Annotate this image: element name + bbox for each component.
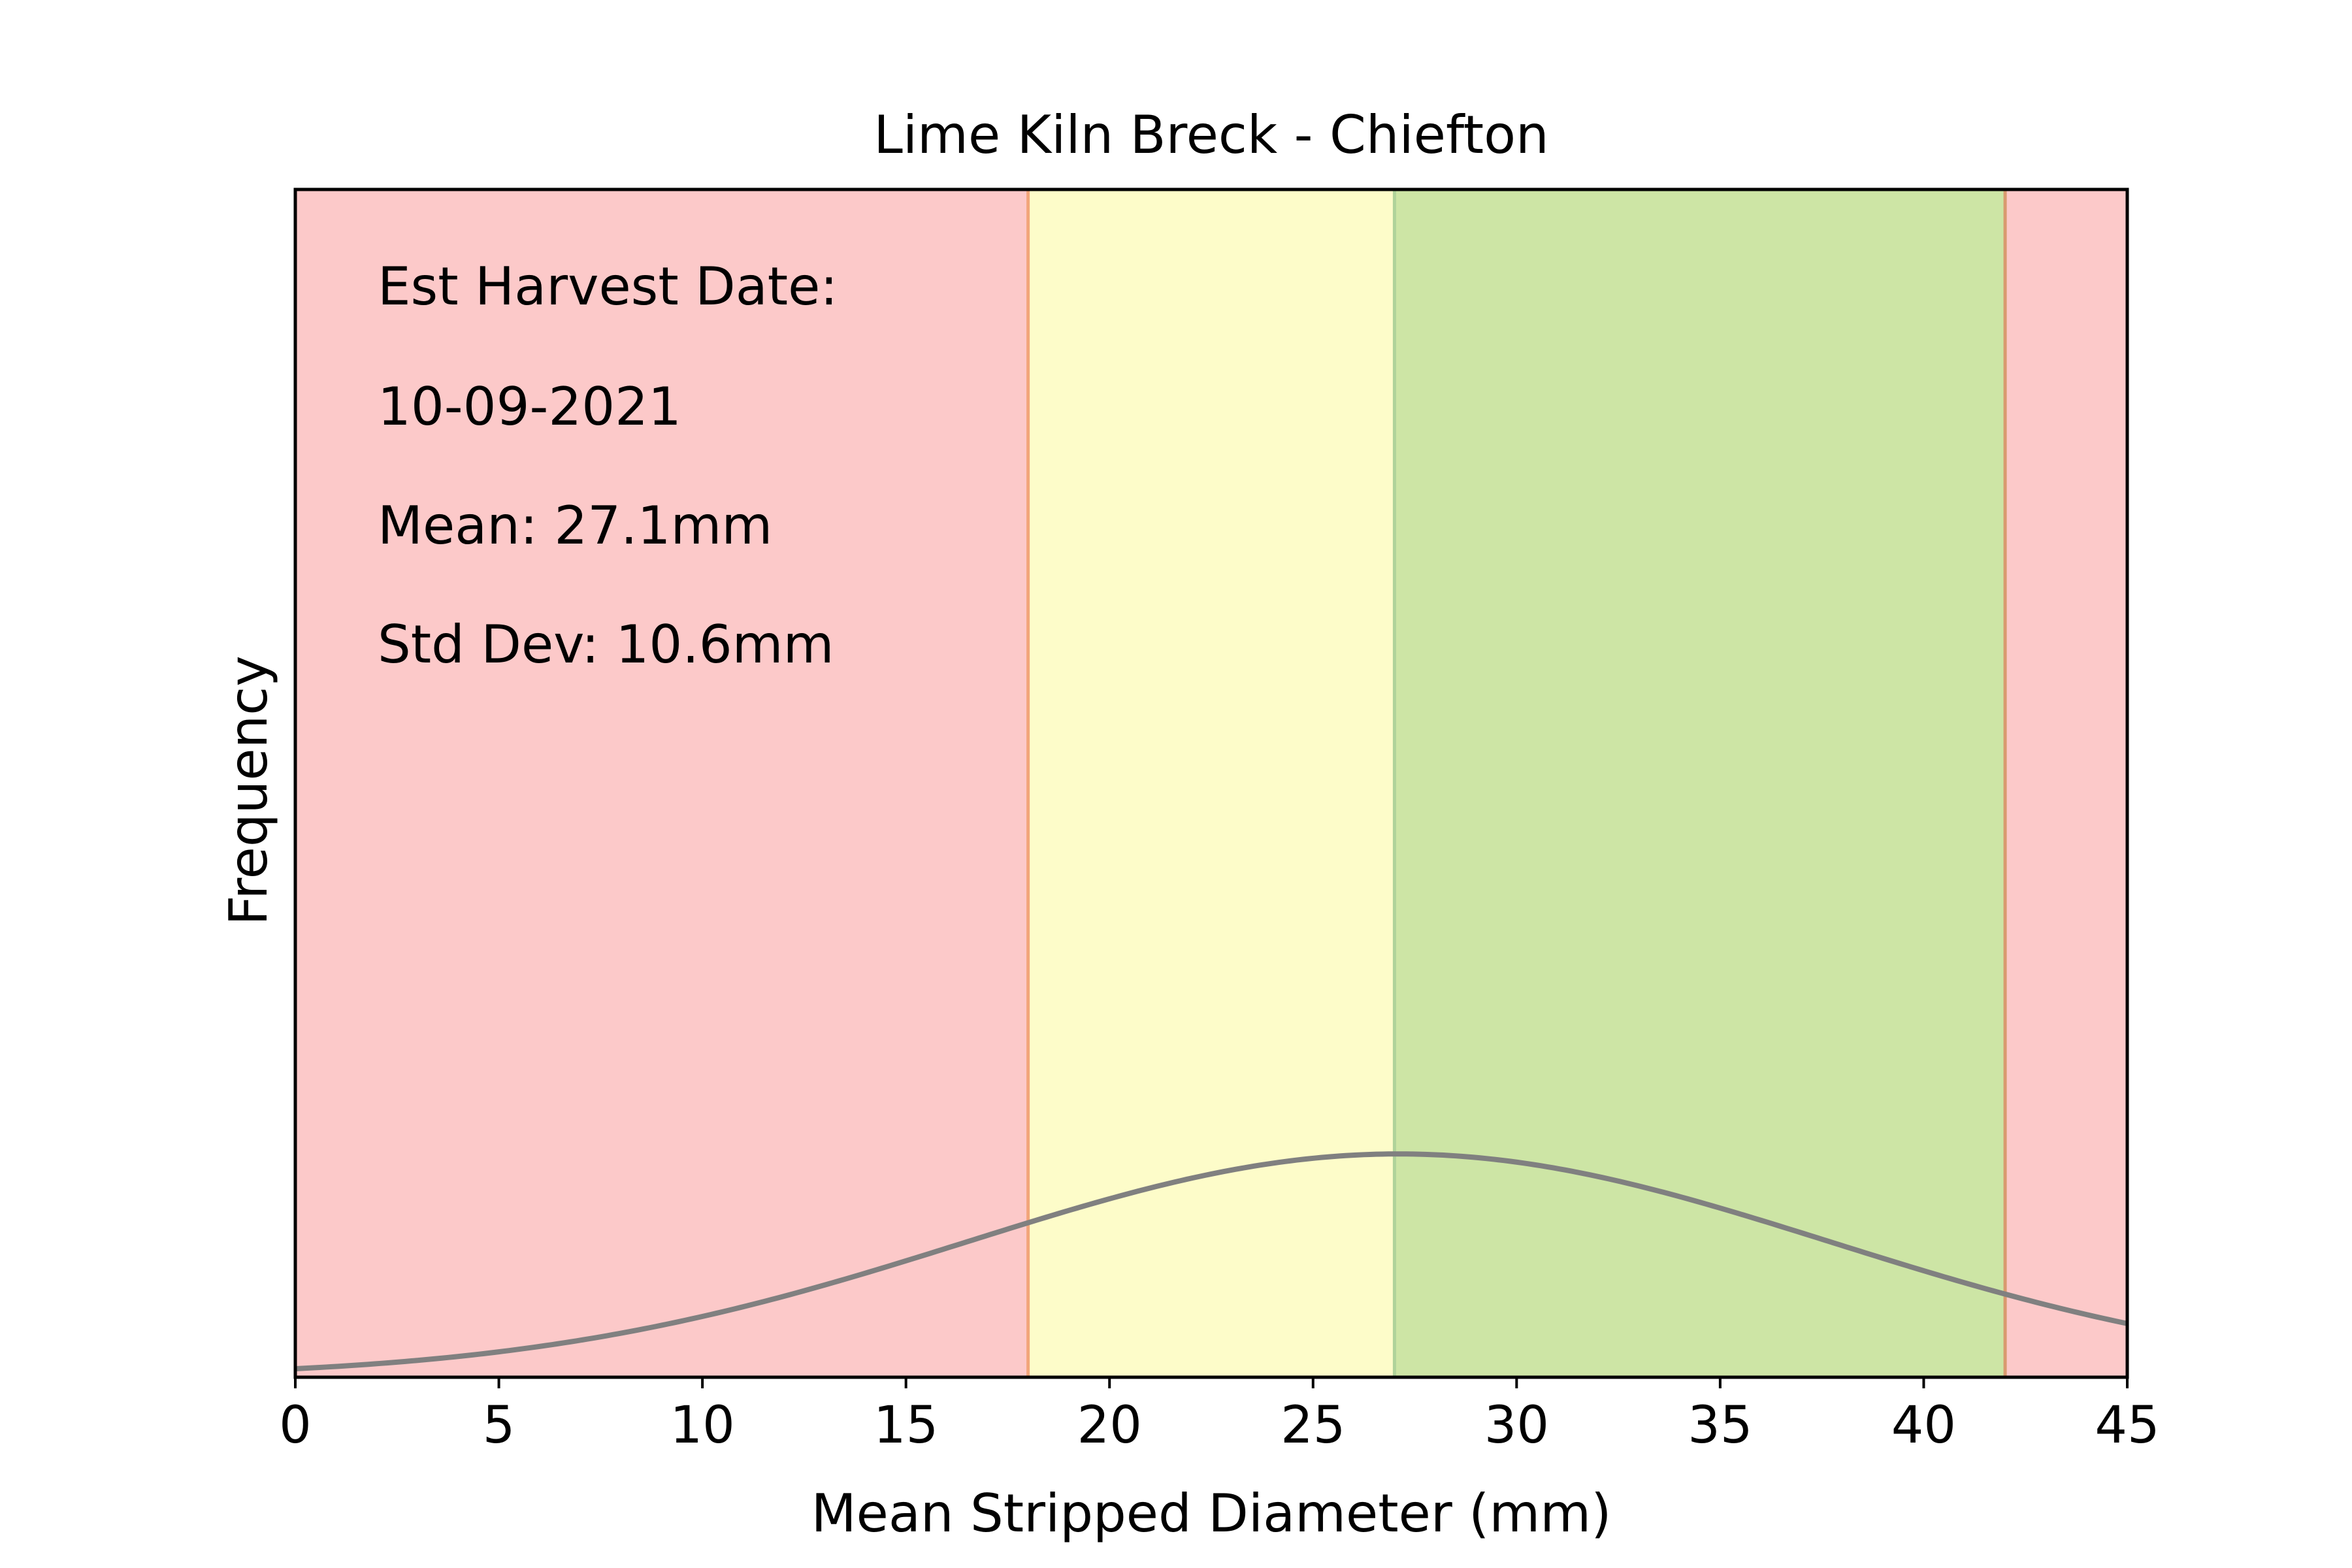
annotation-box: Est Harvest Date: 10-09-2021 Mean: 27.1m… <box>378 256 838 675</box>
x-tick-label: 0 <box>279 1396 312 1455</box>
band-0-18 <box>295 189 1028 1377</box>
mean-value: Mean: 27.1mm <box>378 495 772 556</box>
x-tick-label: 10 <box>670 1396 734 1455</box>
harvest-date-label: Est Harvest Date: <box>378 256 838 317</box>
x-tick-label: 20 <box>1077 1396 1142 1455</box>
x-tick-label: 15 <box>874 1396 938 1455</box>
x-tick-label: 5 <box>483 1396 515 1455</box>
chart-title: Lime Kiln Breck - Chiefton <box>874 105 1548 165</box>
x-axis-ticks: 0 5 10 15 20 25 30 35 40 45 <box>279 1377 2160 1455</box>
y-axis-label: Frequency <box>218 655 279 925</box>
x-axis-label: Mean Stripped Diameter (mm) <box>811 1483 1612 1544</box>
harvest-date-value: 10-09-2021 <box>378 376 681 437</box>
plot-frame <box>293 188 2129 1379</box>
x-tick-label: 30 <box>1484 1396 1549 1455</box>
band-42-45 <box>2005 189 2127 1377</box>
band-edges <box>1026 189 2007 1377</box>
std-dev-value: Std Dev: 10.6mm <box>378 614 834 675</box>
x-tick-label: 40 <box>1891 1396 1956 1455</box>
x-tick-label: 45 <box>2095 1396 2159 1455</box>
band-27-42 <box>1394 189 2006 1377</box>
x-tick-label: 35 <box>1688 1396 1752 1455</box>
band-18-27 <box>1028 189 1395 1377</box>
harvest-bands <box>295 189 2127 1377</box>
series-line-normal-distribution <box>295 1151 2128 1371</box>
x-tick-label: 25 <box>1281 1396 1345 1455</box>
